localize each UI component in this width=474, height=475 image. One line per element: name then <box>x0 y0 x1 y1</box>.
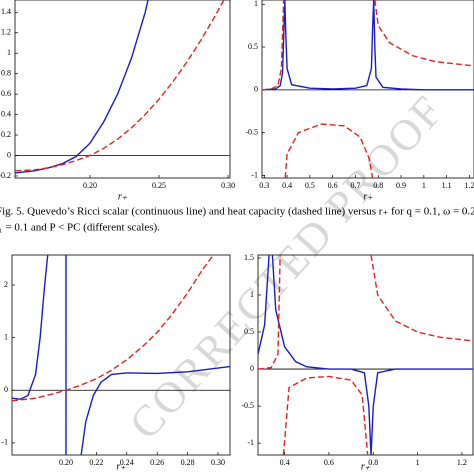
y-tick-label: 0 <box>254 85 258 94</box>
x-tick-label: 0.20 <box>83 181 97 190</box>
curve <box>262 0 474 91</box>
y-tick-label: 1.5 <box>244 253 254 262</box>
x-tick-label: 0.7 <box>350 181 360 190</box>
y-tick-label: 0.5 <box>244 327 254 336</box>
y-tick-label: -1 <box>1 438 8 447</box>
y-tick-label: -0.5 <box>245 127 258 136</box>
curve <box>15 0 149 174</box>
y-tick-label: 1 <box>4 332 8 341</box>
curve <box>15 0 225 172</box>
caption-line: Fig. 5. Quevedo’s Ricci scalar (continuo… <box>0 206 474 218</box>
x-tick-label: 0.8 <box>373 181 383 190</box>
x-tick-label: 0.4 <box>282 181 292 190</box>
y-tick-label: 1 <box>7 48 11 57</box>
y-tick-label: 1 <box>254 0 258 8</box>
curve <box>262 0 474 178</box>
x-tick-label: 0.4 <box>280 458 290 467</box>
caption-line: c₁ = 0.1 and P < PC (different scales). <box>0 222 160 234</box>
x-tick-label: 0.30 <box>211 458 225 467</box>
x-tick-label: 0.5 <box>305 181 315 190</box>
x-tick-label: 0.9 <box>396 181 406 190</box>
x-tick-label: 1 <box>416 458 420 467</box>
x-tick-label: 0.28 <box>181 458 195 467</box>
watermark: CORRECTED PROOF <box>120 86 454 449</box>
y-tick-label: 0.2 <box>1 130 11 139</box>
y-tick-label: 0 <box>4 385 8 394</box>
y-tick-label: -0.2 <box>0 171 11 180</box>
curve <box>258 255 473 455</box>
y-tick-label: -1 <box>247 438 254 447</box>
plot-frame <box>14 0 231 179</box>
x-tick-label: 0.26 <box>150 458 164 467</box>
x-tick-label: 0.6 <box>324 458 334 467</box>
y-tick-label: 0 <box>7 150 11 159</box>
y-tick-label: 0.5 <box>248 42 258 51</box>
curve <box>12 255 214 402</box>
y-tick-label: 0.8 <box>1 68 11 77</box>
x-axis-label: r₊ <box>363 191 373 202</box>
y-tick-label: 2 <box>4 280 8 289</box>
x-tick-label: 0.25 <box>152 181 166 190</box>
x-tick-label: 0.8 <box>368 458 378 467</box>
y-tick-label: 0.6 <box>1 89 11 98</box>
curve <box>258 255 473 455</box>
y-tick-label: -1 <box>251 170 258 179</box>
x-tick-label: 0.3 <box>259 181 269 190</box>
y-tick-label: 0.4 <box>1 109 11 118</box>
x-tick-label: 0.22 <box>89 458 103 467</box>
x-tick-label: 0.6 <box>328 181 338 190</box>
plot-frame <box>11 254 231 456</box>
x-tick-label: 0.30 <box>221 181 235 190</box>
x-axis-label: r₊ <box>118 191 128 202</box>
x-tick-label: 0.20 <box>59 458 73 467</box>
x-axis-label: r₊ <box>116 461 126 472</box>
plot-frame <box>261 0 474 179</box>
y-tick-label: 1 <box>250 290 254 299</box>
y-tick-label: 0 <box>250 364 254 373</box>
plot-frame <box>257 254 474 456</box>
x-tick-label: 1.1 <box>442 181 452 190</box>
y-tick-label: -0.5 <box>241 401 254 410</box>
x-axis-label: r₊ <box>361 461 371 472</box>
x-tick-label: 1.2 <box>457 458 467 467</box>
curve <box>12 255 230 455</box>
x-tick-label: 1 <box>422 181 426 190</box>
x-tick-label: 1.2 <box>464 181 474 190</box>
y-tick-label: 1.2 <box>1 28 11 37</box>
y-tick-label: 1.4 <box>1 7 11 16</box>
x-tick-label: 0.24 <box>120 458 134 467</box>
